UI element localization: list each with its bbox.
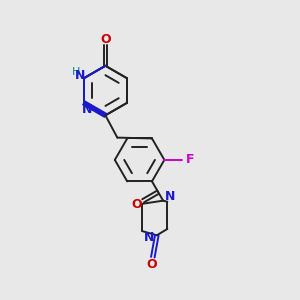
Text: O: O: [146, 257, 157, 271]
Text: F: F: [185, 153, 194, 167]
Text: N: N: [82, 103, 92, 116]
Text: N: N: [144, 231, 154, 244]
Text: N: N: [74, 69, 85, 82]
Text: O: O: [100, 33, 111, 46]
Text: N: N: [165, 190, 175, 203]
Text: O: O: [132, 198, 142, 211]
Text: H: H: [71, 67, 80, 77]
